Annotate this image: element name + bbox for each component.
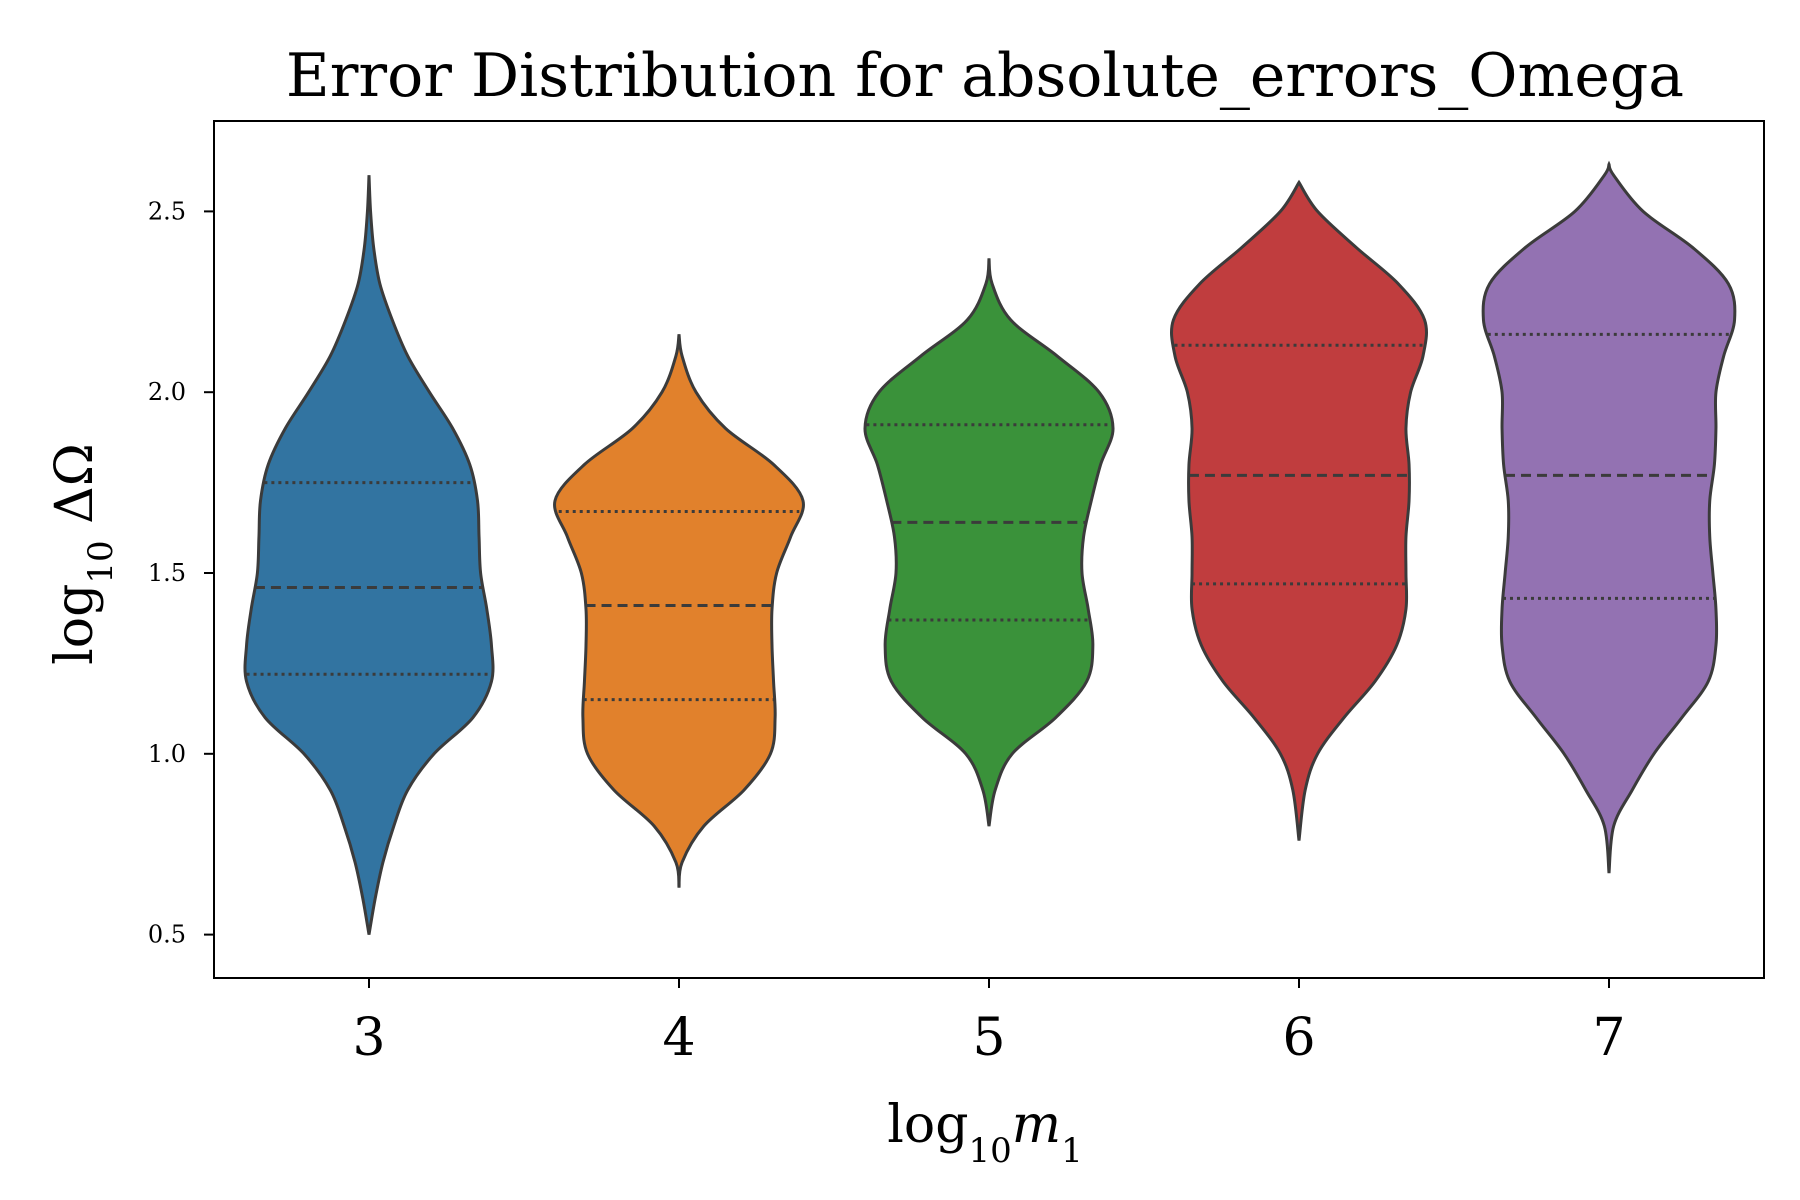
y-axis-label-sub: 10	[81, 540, 121, 583]
violin-group-7	[1481, 160, 1737, 874]
y-tick-label-0.5: 0.5	[148, 921, 186, 949]
violin-group-5	[863, 258, 1115, 827]
y-axis-label: log10 ΔΩ	[45, 443, 121, 665]
y-axis-label-main: log	[45, 584, 105, 665]
x-tick-label-7: 7	[1592, 1008, 1625, 1068]
violin-body-4	[553, 334, 805, 888]
y-tick-label-1.0: 1.0	[148, 740, 186, 768]
x-tick-label-3: 3	[352, 1008, 385, 1068]
x-axis-label-sub: 10	[969, 1131, 1012, 1171]
x-tick-label-4: 4	[662, 1008, 695, 1068]
x-axis-label-main: log	[887, 1095, 968, 1155]
violin-body-6	[1170, 179, 1428, 841]
violin-body-7	[1481, 160, 1737, 874]
violin-group-6	[1170, 179, 1428, 841]
y-tick-label-2.0: 2.0	[148, 378, 186, 406]
x-axis-ticks: 3 4 5 6 7	[352, 978, 1626, 1068]
violin-body-5	[863, 258, 1115, 827]
x-tick-label-6: 6	[1282, 1008, 1315, 1068]
y-tick-label-2.5: 2.5	[148, 197, 186, 225]
y-axis-label-suffix: ΔΩ	[45, 443, 105, 540]
chart-title: Error Distribution for absolute_errors_O…	[286, 41, 1684, 111]
x-axis-label-symbol-sub: 1	[1061, 1131, 1083, 1171]
x-tick-label-5: 5	[972, 1008, 1005, 1068]
x-axis-label: log10m1	[887, 1095, 1082, 1171]
y-tick-label-1.5: 1.5	[148, 559, 186, 587]
y-axis-ticks: 0.5 1.0 1.5 2.0 2.5	[148, 197, 214, 949]
violin-body-3	[243, 175, 495, 935]
violin-group-3	[243, 175, 495, 935]
violin-group-4	[553, 334, 805, 888]
violins-layer	[243, 160, 1737, 935]
x-axis-label-symbol: m	[1012, 1095, 1061, 1155]
